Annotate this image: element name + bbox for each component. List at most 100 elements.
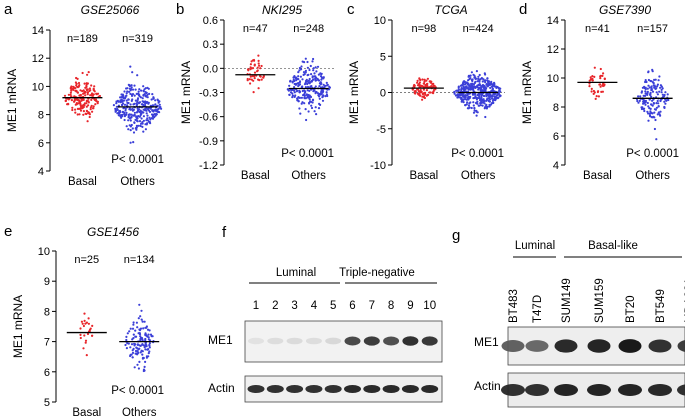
data-point [82, 113, 85, 116]
data-point [316, 92, 320, 95]
lane-number: 8 [388, 300, 394, 312]
data-point [92, 107, 95, 110]
data-point [84, 86, 87, 89]
data-point [87, 71, 90, 74]
data-point [481, 104, 484, 107]
data-point [85, 112, 88, 116]
panel-title: TCGA [434, 3, 467, 17]
row-label-actin: Actin [208, 381, 235, 395]
data-point [145, 109, 148, 112]
data-point [469, 88, 472, 91]
data-point [123, 111, 126, 114]
data-point [133, 84, 136, 87]
data-point [291, 80, 294, 83]
data-point [141, 337, 144, 340]
data-point [139, 335, 142, 338]
data-point [491, 99, 494, 102]
data-point [476, 80, 479, 83]
data-point [149, 107, 152, 110]
data-point [80, 99, 83, 102]
data-point [651, 112, 654, 115]
data-point [659, 110, 662, 113]
data-point [428, 91, 431, 94]
data-point [160, 107, 163, 110]
data-point [420, 84, 423, 87]
data-point [318, 97, 321, 100]
data-point [144, 100, 147, 103]
data-point [655, 87, 658, 90]
data-point [307, 93, 310, 97]
data-point [468, 85, 471, 88]
data-point [498, 89, 501, 92]
data-point [325, 81, 328, 84]
data-point [431, 91, 434, 94]
y-tick-label: -5 [376, 124, 386, 136]
data-point [311, 79, 314, 82]
data-point [144, 87, 147, 90]
data-point [298, 90, 302, 93]
data-point [141, 97, 144, 100]
actin-band [324, 385, 342, 393]
data-point [303, 102, 306, 105]
data-point [149, 118, 152, 121]
data-point [328, 86, 331, 89]
data-point [112, 104, 115, 107]
data-point [647, 119, 650, 122]
data-point [129, 327, 132, 330]
data-point [418, 81, 421, 84]
data-point [310, 106, 314, 110]
data-point [491, 85, 494, 88]
data-point [129, 353, 132, 356]
data-point [470, 82, 473, 85]
data-point [121, 104, 124, 107]
data-point [595, 95, 598, 98]
data-point [132, 347, 135, 350]
lane-number: 9 [407, 300, 413, 312]
panel-title: GSE1456 [87, 225, 139, 239]
data-point [649, 107, 652, 110]
data-point [483, 102, 486, 105]
data-point [306, 82, 309, 86]
data-point [126, 90, 129, 93]
data-point [73, 100, 76, 103]
data-point [155, 113, 158, 116]
data-point [299, 112, 302, 115]
data-point [70, 89, 73, 92]
data-point [63, 94, 67, 97]
data-point [129, 92, 132, 95]
data-point [490, 82, 493, 85]
data-point [655, 138, 658, 141]
data-point [135, 126, 138, 129]
data-point [289, 79, 292, 82]
data-point [143, 320, 146, 323]
data-point [142, 130, 145, 133]
data-point [253, 77, 256, 80]
actin-band [305, 385, 323, 393]
data-point [142, 344, 145, 347]
data-point [303, 93, 306, 96]
count-label: n=98 [411, 23, 436, 35]
data-point [473, 93, 477, 96]
data-point [474, 77, 478, 80]
data-point [85, 88, 88, 91]
data-point [480, 96, 483, 99]
data-point [86, 332, 90, 336]
data-point [125, 92, 128, 95]
data-point [312, 78, 315, 81]
data-point [425, 89, 428, 92]
data-point [130, 115, 133, 119]
data-point [482, 98, 485, 101]
data-point [495, 86, 498, 89]
data-point [304, 69, 307, 72]
data-point [129, 65, 132, 68]
data-point [486, 85, 489, 88]
data-point [148, 116, 151, 119]
data-point [137, 124, 140, 127]
y-tick-label: 10 [374, 15, 386, 27]
data-point [258, 74, 262, 78]
data-point [293, 82, 296, 86]
y-tick-label: 4 [553, 160, 559, 172]
data-point [289, 91, 293, 94]
data-point [82, 105, 85, 109]
data-point [69, 91, 72, 94]
